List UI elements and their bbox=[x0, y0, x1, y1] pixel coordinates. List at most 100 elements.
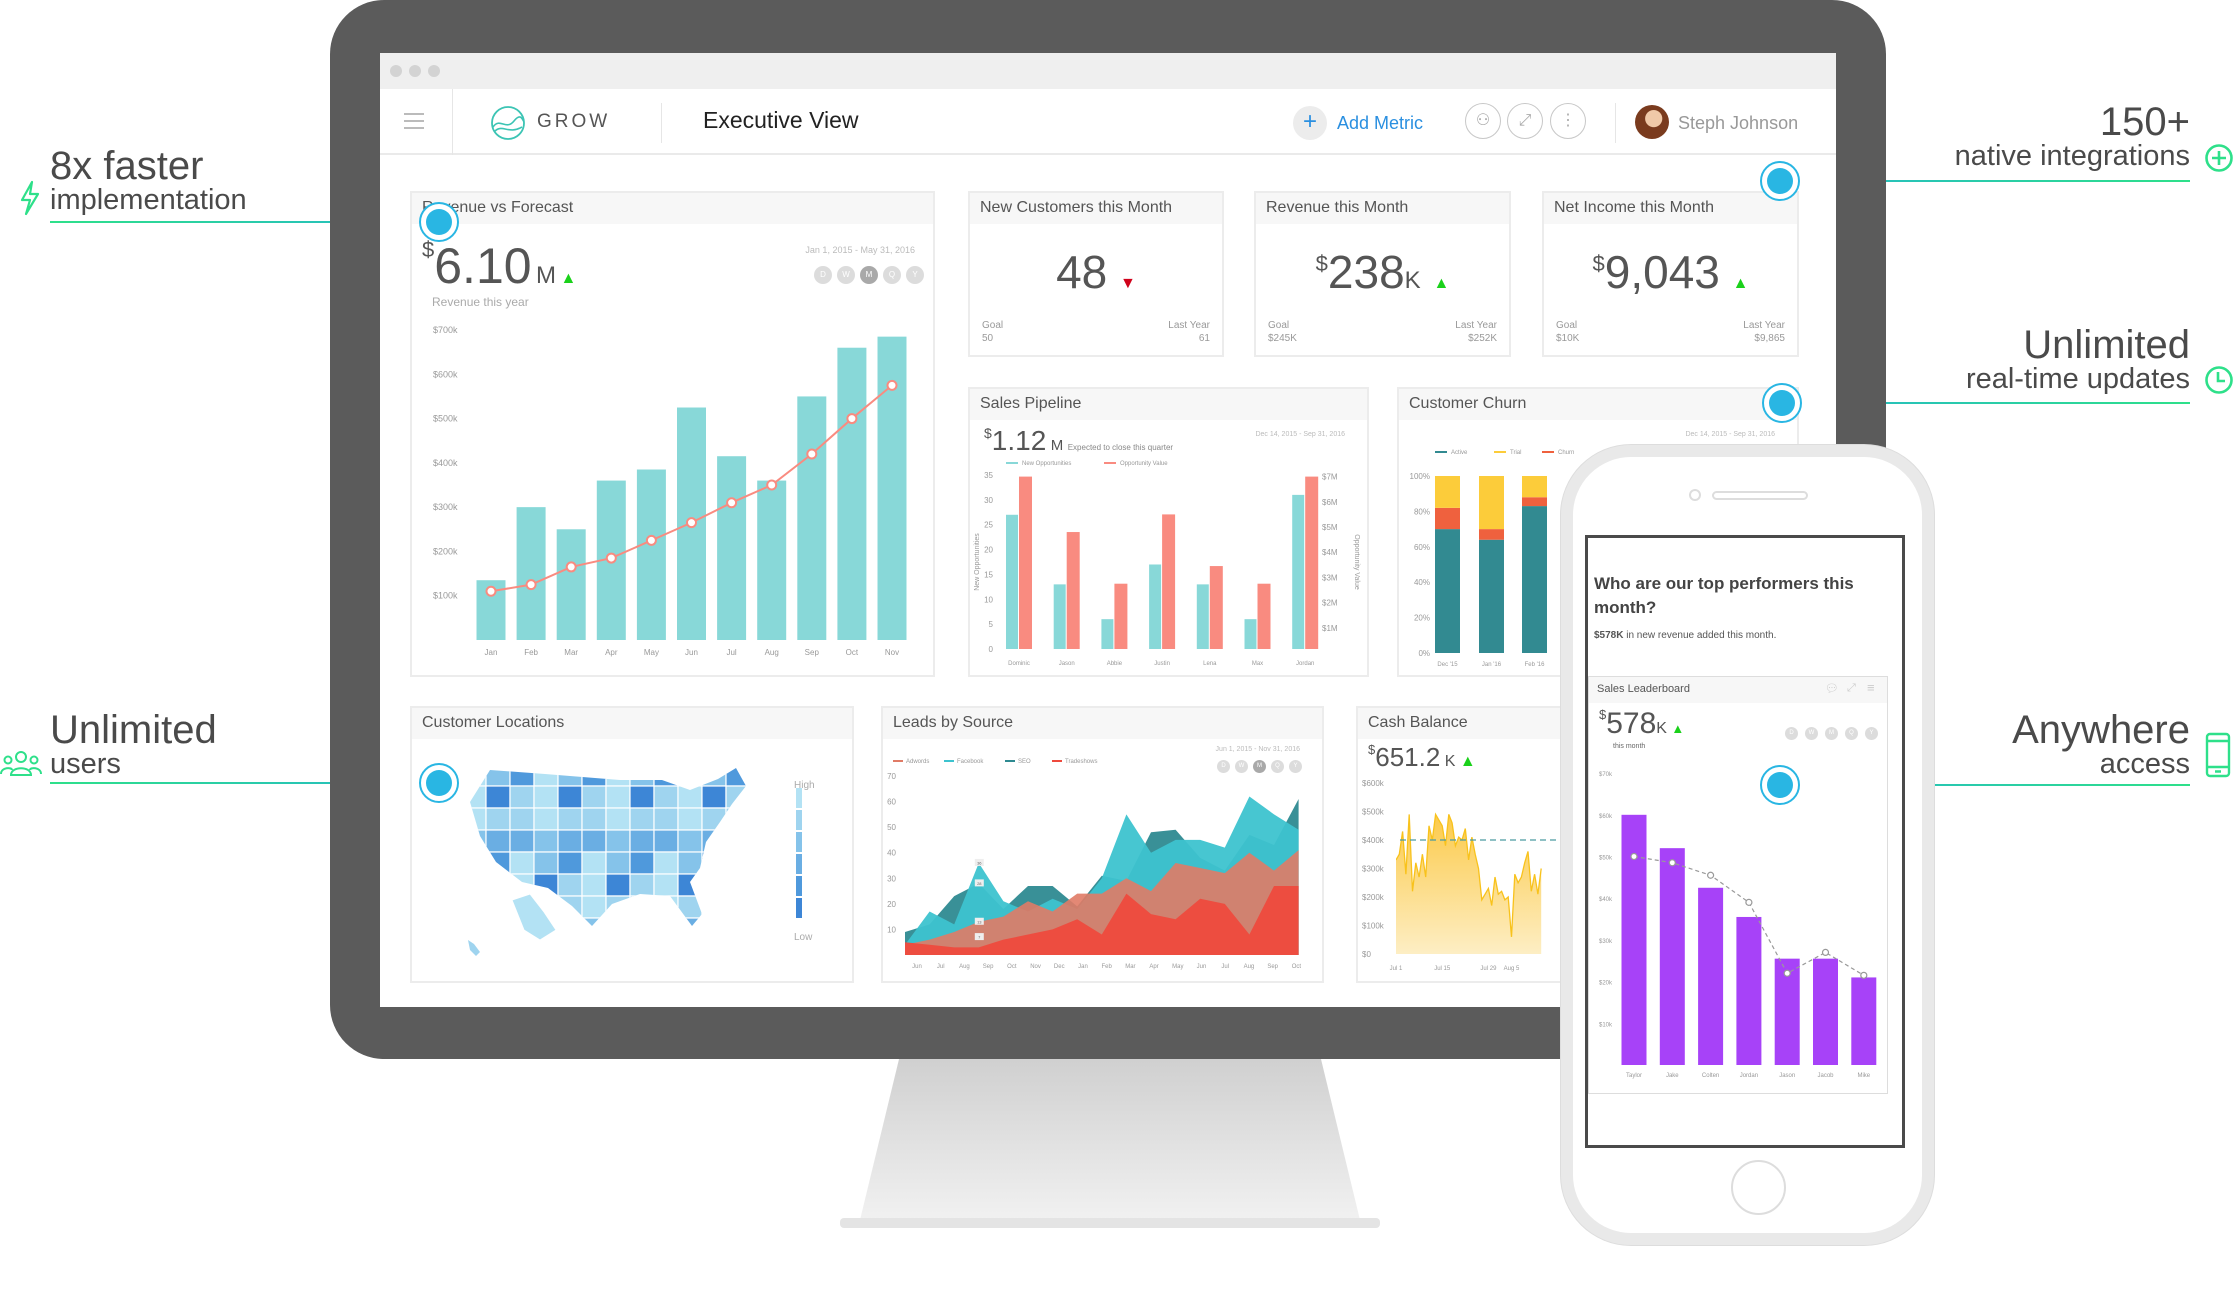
header-divider bbox=[661, 103, 662, 143]
window-titlebar bbox=[380, 53, 1836, 89]
callout-integrations-title: 150+ bbox=[2099, 100, 2190, 144]
card-title: Revenue this Month bbox=[1256, 193, 1509, 224]
menu-icon[interactable]: ≡ bbox=[1867, 680, 1875, 695]
period-day[interactable]: D bbox=[1785, 727, 1798, 740]
card-title: Sales Pipeline bbox=[970, 389, 1367, 420]
callout-users-title: Unlimited bbox=[50, 708, 217, 752]
hotspot-integrations[interactable] bbox=[1760, 161, 1800, 201]
revenue-forecast-card: Revenue vs Forecast $6.10 M ▲ Revenue th… bbox=[410, 191, 935, 677]
date-range[interactable]: Dec 14, 2015 - Sep 31, 2016 bbox=[1255, 431, 1345, 438]
period-quarter[interactable]: Q bbox=[1845, 727, 1858, 740]
add-metric-label: Add Metric bbox=[1337, 112, 1424, 133]
card-title: Net Income this Month bbox=[1544, 193, 1797, 224]
period-year[interactable]: Y bbox=[1289, 760, 1302, 773]
trend-up-icon: ▲ bbox=[1459, 753, 1476, 770]
hotspot-updates[interactable] bbox=[1762, 383, 1802, 423]
header-divider bbox=[1615, 103, 1616, 143]
last-year: Last Year $9,865 bbox=[1743, 320, 1785, 344]
callout-users-subtitle: users bbox=[50, 748, 121, 780]
revenue-kpi-value: $6.10 M ▲ bbox=[422, 237, 577, 294]
card-title: Revenue vs Forecast bbox=[412, 193, 933, 224]
expand-icon[interactable]: ⤢ bbox=[1507, 103, 1543, 139]
callout-updates-line bbox=[1780, 402, 2190, 404]
app-header: GROW Executive View + Add Metric ⚇ ⤢ ⋮ S… bbox=[380, 89, 1836, 155]
leaderboard-subtitle: this month bbox=[1613, 743, 1646, 750]
date-range[interactable]: Jan 1, 2015 - May 31, 2016 bbox=[805, 245, 915, 255]
goal: Goal 50 bbox=[982, 320, 1004, 344]
page-title: Executive View bbox=[703, 107, 859, 133]
period-week[interactable]: W bbox=[837, 266, 855, 284]
header-divider bbox=[452, 89, 453, 155]
add-user-icon[interactable]: ⚇ bbox=[1465, 103, 1501, 139]
comment-icon[interactable]: 💬︎ bbox=[1825, 683, 1839, 695]
card-title: New Customers this Month bbox=[970, 193, 1222, 224]
trend-down-icon: ▼ bbox=[1120, 275, 1136, 292]
period-year[interactable]: Y bbox=[906, 266, 924, 284]
period-month[interactable]: M bbox=[1825, 727, 1838, 740]
window-maximize-button[interactable] bbox=[428, 65, 440, 77]
kpi-value: $238K ▲ bbox=[1315, 246, 1450, 298]
card-title: Customer Churn bbox=[1399, 389, 1797, 420]
trend-up-icon: ▲ bbox=[1671, 721, 1685, 736]
card-title: Customer Locations bbox=[412, 708, 852, 739]
hamburger-menu-icon[interactable] bbox=[404, 113, 424, 129]
callout-access-line bbox=[1780, 784, 2190, 786]
card-title: Sales Leaderboard bbox=[1589, 677, 1887, 703]
phone-camera bbox=[1689, 489, 1701, 501]
pipeline-kpi-value: $1.12 M Expected to close this quarter bbox=[984, 425, 1174, 456]
date-range[interactable]: Dec 14, 2015 - Sep 31, 2016 bbox=[1685, 431, 1775, 438]
period-month[interactable]: M bbox=[1253, 760, 1266, 773]
leaderboard-kpi-value: $578K ▲ bbox=[1599, 707, 1685, 740]
add-metric-button[interactable]: + Add Metric bbox=[1293, 105, 1423, 141]
trend-up-icon: ▲ bbox=[1732, 275, 1749, 292]
phone-question: Who are our top performers this month? bbox=[1594, 574, 1854, 617]
expand-icon[interactable]: ⤢ bbox=[1847, 682, 1856, 694]
card-title: Cash Balance bbox=[1358, 708, 1574, 739]
phone-speaker bbox=[1712, 491, 1808, 500]
period-quarter[interactable]: Q bbox=[1271, 760, 1284, 773]
legend-low-label: Low bbox=[794, 932, 813, 943]
sales-leaderboard-card: Sales Leaderboard 💬︎ ⤢ ≡ $578K ▲ this mo… bbox=[1588, 676, 1888, 1094]
clock-icon bbox=[2205, 366, 2233, 394]
user-avatar[interactable] bbox=[1635, 105, 1669, 139]
cash-kpi-value: $651.2 K ▲ bbox=[1368, 742, 1476, 772]
leads-by-source-card: Leads by Source Jun 1, 2015 - Nov 31, 20… bbox=[881, 706, 1324, 983]
callout-access-title: Anywhere bbox=[2012, 708, 2190, 752]
callout-access-subtitle: access bbox=[2099, 748, 2190, 780]
window-close-button[interactable] bbox=[390, 65, 402, 77]
revenue-month-card: Revenue this Month $238K ▲ Goal $245K Las… bbox=[1254, 191, 1511, 357]
trend-up-icon: ▲ bbox=[560, 270, 577, 287]
user-name[interactable]: Steph Johnson bbox=[1678, 113, 1799, 133]
callout-users-line bbox=[50, 782, 440, 784]
monitor-stand bbox=[840, 1055, 1380, 1228]
last-year: Last Year $252K bbox=[1455, 320, 1497, 344]
grow-logo-icon bbox=[491, 106, 525, 140]
period-week[interactable]: W bbox=[1235, 760, 1248, 773]
last-year: Last Year 61 bbox=[1168, 320, 1210, 344]
kpi-value: $9,043 ▲ bbox=[1592, 246, 1749, 298]
callout-integrations-line bbox=[1780, 180, 2190, 182]
callout-faster-title: 8x faster bbox=[50, 144, 204, 188]
cash-balance-card: Cash Balance $651.2 K ▲ bbox=[1356, 706, 1576, 983]
phone-home-button[interactable] bbox=[1731, 1160, 1786, 1215]
period-month[interactable]: M bbox=[860, 266, 878, 284]
window-minimize-button[interactable] bbox=[409, 65, 421, 77]
period-day[interactable]: D bbox=[1217, 760, 1230, 773]
period-quarter[interactable]: Q bbox=[883, 266, 901, 284]
net-income-card: Net Income this Month $9,043 ▲ Goal $10K … bbox=[1542, 191, 1799, 357]
period-year[interactable]: Y bbox=[1865, 727, 1878, 740]
lightning-icon bbox=[20, 180, 40, 216]
hotspot-faster[interactable] bbox=[419, 202, 459, 242]
mobile-icon bbox=[2205, 732, 2231, 778]
date-range[interactable]: Jun 1, 2015 - Nov 31, 2016 bbox=[1215, 746, 1300, 753]
goal: Goal $10K bbox=[1556, 320, 1580, 344]
plus-icon: + bbox=[1293, 106, 1327, 140]
period-week[interactable]: W bbox=[1805, 727, 1818, 740]
revenue-kpi-subtitle: Revenue this year bbox=[432, 295, 529, 309]
period-day[interactable]: D bbox=[814, 266, 832, 284]
phone-screen: Who are our top performers this month? $… bbox=[1585, 535, 1905, 1148]
hotspot-access[interactable] bbox=[1760, 765, 1800, 805]
goal: Goal $245K bbox=[1268, 320, 1297, 344]
more-options-icon[interactable]: ⋮ bbox=[1550, 103, 1586, 139]
hotspot-users[interactable] bbox=[419, 763, 459, 803]
